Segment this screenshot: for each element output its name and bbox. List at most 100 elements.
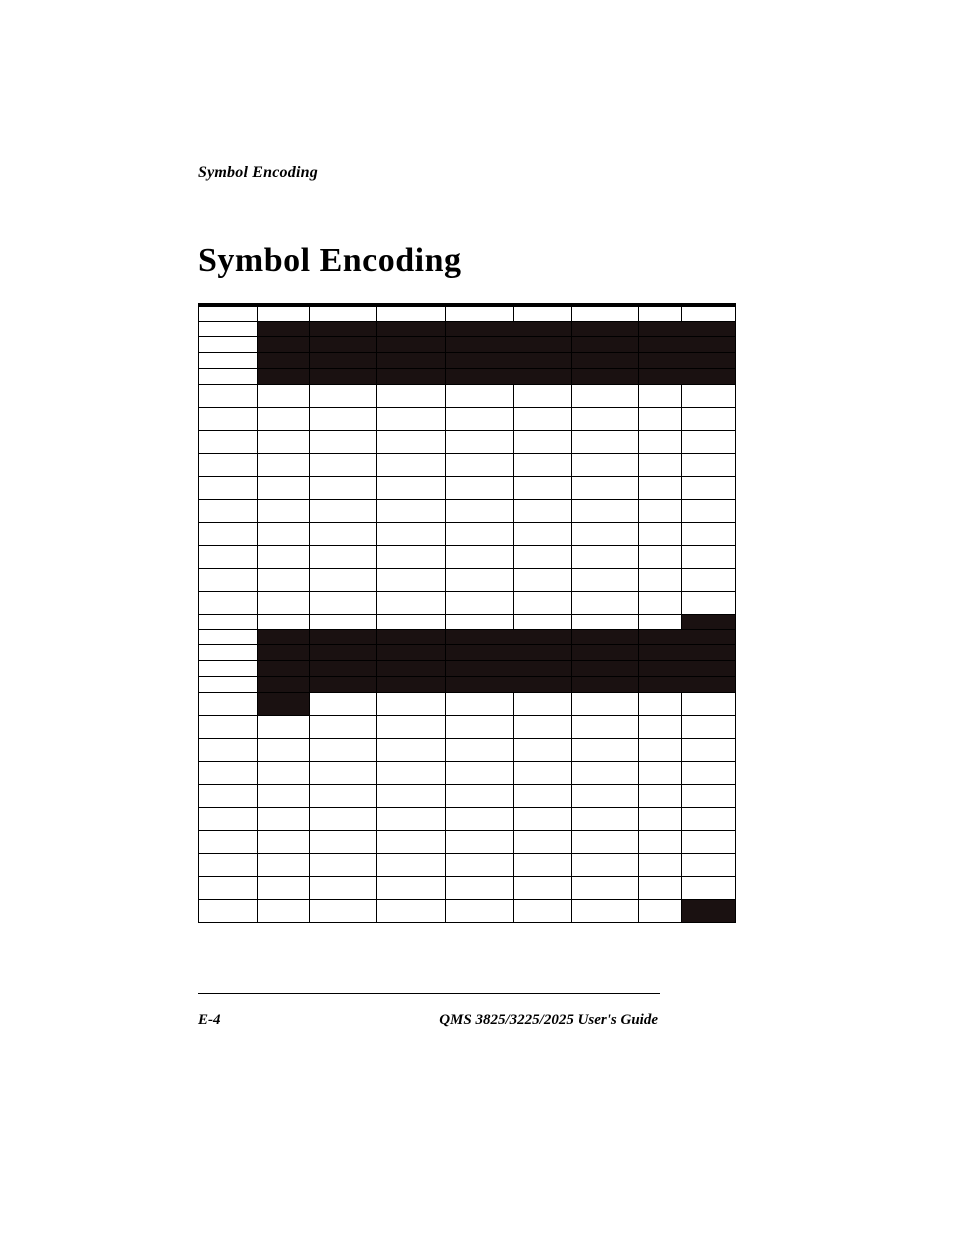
table-cell xyxy=(310,762,377,785)
table-cell xyxy=(310,369,377,385)
table-cell xyxy=(572,645,639,661)
table-cell xyxy=(199,353,258,369)
table-cell xyxy=(199,569,258,592)
table-cell xyxy=(199,500,258,523)
table-cell xyxy=(682,408,736,431)
table-cell xyxy=(639,831,682,854)
table-cell xyxy=(199,408,258,431)
table-cell xyxy=(377,385,446,408)
table-cell xyxy=(682,615,736,630)
table-cell xyxy=(377,353,446,369)
table-cell xyxy=(446,831,514,854)
table-cell xyxy=(258,877,310,900)
table-cell xyxy=(514,739,572,762)
table-cell xyxy=(572,900,639,923)
table-cell xyxy=(377,877,446,900)
table-cell xyxy=(199,431,258,454)
table-cell xyxy=(199,630,258,645)
book-title: QMS 3825/3225/2025 User's Guide xyxy=(439,1012,658,1029)
table-cell xyxy=(682,661,736,677)
table-cell xyxy=(377,716,446,739)
table-cell xyxy=(446,630,514,645)
table-cell xyxy=(310,615,377,630)
table-cell xyxy=(572,546,639,569)
table-row xyxy=(199,785,736,808)
table-cell xyxy=(377,661,446,677)
table-cell xyxy=(639,854,682,877)
table-cell xyxy=(639,785,682,808)
table-cell xyxy=(572,877,639,900)
table-cell xyxy=(682,854,736,877)
table-cell xyxy=(514,854,572,877)
table-cell xyxy=(310,592,377,615)
table-cell xyxy=(572,337,639,353)
table-cell xyxy=(310,569,377,592)
table-cell xyxy=(639,500,682,523)
table-cell xyxy=(514,523,572,546)
table-cell xyxy=(258,546,310,569)
table-cell xyxy=(446,645,514,661)
table-cell xyxy=(682,900,736,923)
table-row xyxy=(199,808,736,831)
table-cell xyxy=(639,454,682,477)
table-cell xyxy=(514,305,572,322)
table-cell xyxy=(310,431,377,454)
table-cell xyxy=(377,500,446,523)
table-cell xyxy=(682,808,736,831)
table-cell xyxy=(514,592,572,615)
table-cell xyxy=(446,739,514,762)
table-cell xyxy=(377,546,446,569)
table-cell xyxy=(682,305,736,322)
table-cell xyxy=(199,369,258,385)
table-cell xyxy=(310,739,377,762)
table-cell xyxy=(446,785,514,808)
table-cell xyxy=(199,523,258,546)
table-cell xyxy=(258,854,310,877)
table-cell xyxy=(514,569,572,592)
table-cell xyxy=(446,569,514,592)
table-cell xyxy=(310,454,377,477)
table-cell xyxy=(199,762,258,785)
table-cell xyxy=(639,322,682,337)
table-cell xyxy=(199,661,258,677)
table-cell xyxy=(514,808,572,831)
table-cell xyxy=(446,877,514,900)
table-cell xyxy=(639,677,682,693)
table-cell xyxy=(446,546,514,569)
table-cell xyxy=(682,546,736,569)
table-cell xyxy=(682,785,736,808)
table-row xyxy=(199,693,736,716)
table-row xyxy=(199,546,736,569)
table-cell xyxy=(639,523,682,546)
table-cell xyxy=(199,808,258,831)
table-cell xyxy=(572,523,639,546)
table-cell xyxy=(377,615,446,630)
table-cell xyxy=(682,592,736,615)
table-cell xyxy=(199,877,258,900)
table-cell xyxy=(377,854,446,877)
table-cell xyxy=(682,762,736,785)
table-cell xyxy=(572,716,639,739)
table-cell xyxy=(258,693,310,716)
table-cell xyxy=(572,431,639,454)
table-row xyxy=(199,353,736,369)
table-cell xyxy=(514,877,572,900)
table-cell xyxy=(514,385,572,408)
table-cell xyxy=(514,615,572,630)
table-cell xyxy=(310,477,377,500)
table-cell xyxy=(446,592,514,615)
table-cell xyxy=(639,739,682,762)
table-cell xyxy=(446,353,514,369)
table-cell xyxy=(258,900,310,923)
table-cell xyxy=(514,322,572,337)
table-cell xyxy=(446,854,514,877)
table-cell xyxy=(639,337,682,353)
table-cell xyxy=(514,785,572,808)
page-number: E-4 xyxy=(198,1012,221,1029)
table-row xyxy=(199,900,736,923)
table-row xyxy=(199,762,736,785)
table-cell xyxy=(514,500,572,523)
table-cell xyxy=(258,785,310,808)
table-cell xyxy=(377,305,446,322)
table-row xyxy=(199,677,736,693)
